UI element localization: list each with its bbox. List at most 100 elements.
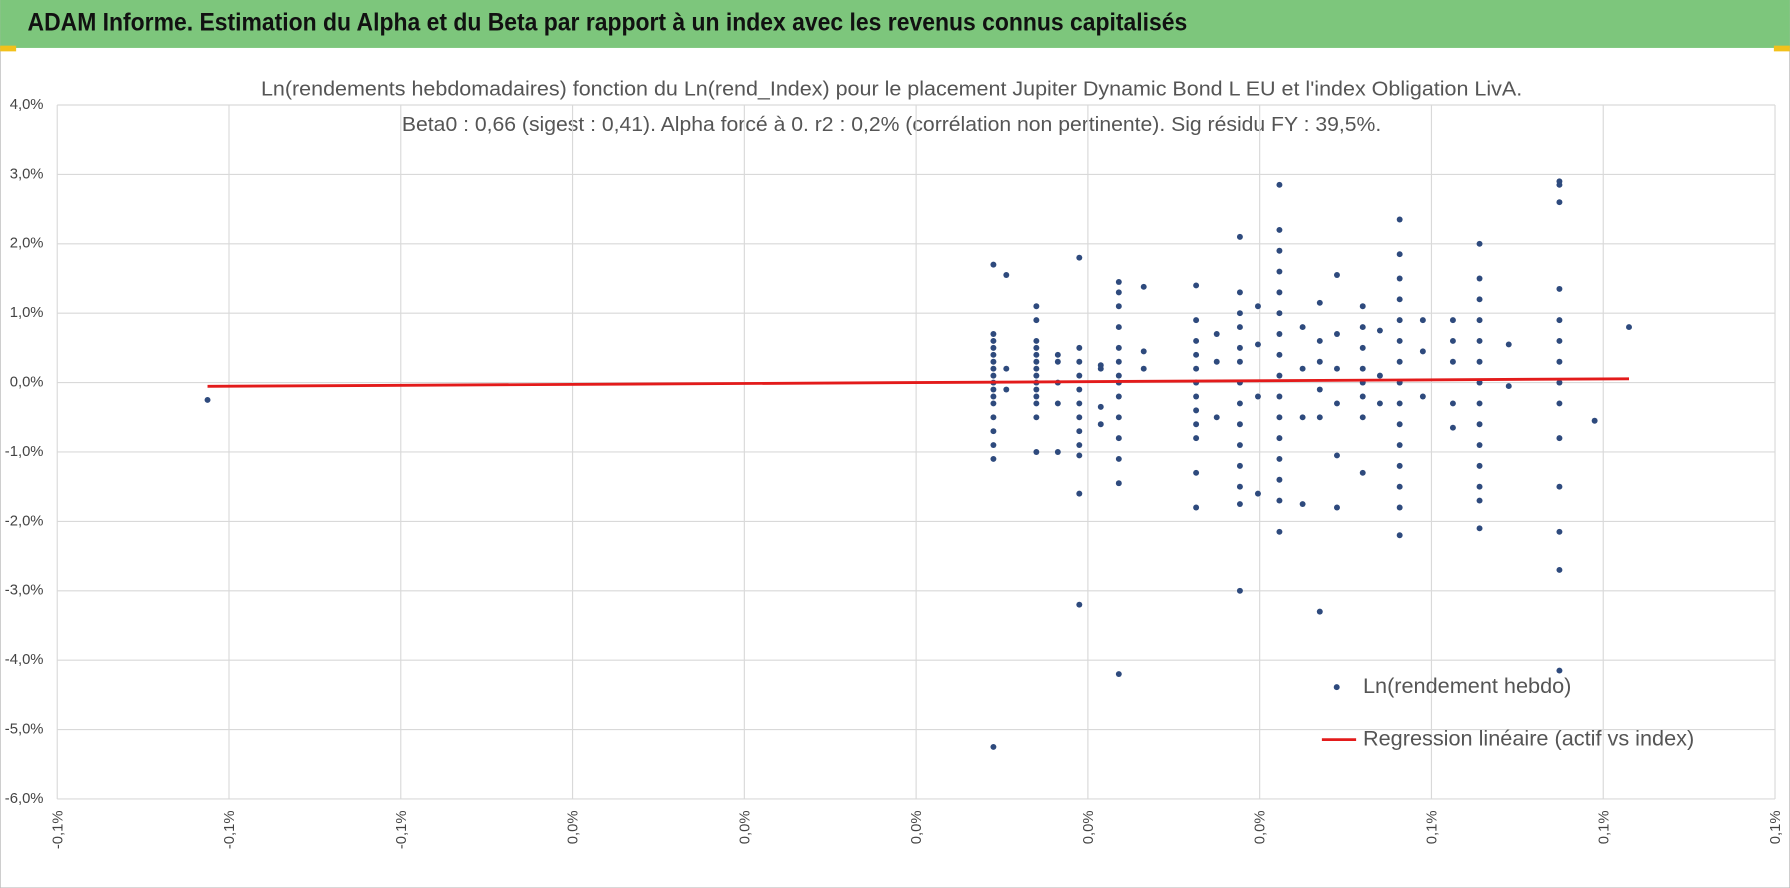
point xyxy=(1054,351,1061,358)
point xyxy=(1276,528,1283,535)
point xyxy=(1097,421,1104,428)
point xyxy=(1236,587,1243,594)
y-tick-label: -1,0% xyxy=(5,444,44,460)
point xyxy=(1193,393,1200,400)
point xyxy=(1276,372,1283,379)
point xyxy=(1097,403,1104,410)
point xyxy=(1254,393,1261,400)
point xyxy=(990,358,997,365)
point xyxy=(1276,476,1283,483)
point xyxy=(1236,310,1243,317)
point xyxy=(990,400,997,407)
point xyxy=(1334,452,1340,459)
point xyxy=(1097,362,1104,369)
point xyxy=(1334,400,1340,407)
point xyxy=(1276,414,1283,421)
point xyxy=(1476,275,1483,282)
point xyxy=(1476,337,1483,344)
x-tick-label: 0,0% xyxy=(1081,810,1097,844)
point xyxy=(1115,435,1122,442)
chart-subtitle: Beta0 : 0,66 (sigest : 0,41). Alpha forc… xyxy=(402,113,1381,136)
point xyxy=(1359,469,1366,476)
x-tick-label: 0,0% xyxy=(1253,810,1269,844)
point xyxy=(1115,480,1122,487)
point xyxy=(1033,317,1040,324)
point xyxy=(1476,240,1483,247)
y-tick-label: 4,0% xyxy=(10,97,44,113)
point xyxy=(1396,483,1403,490)
point xyxy=(1359,344,1366,351)
point xyxy=(1276,351,1283,358)
point xyxy=(1076,490,1083,497)
point xyxy=(1476,483,1483,490)
point xyxy=(1003,386,1010,393)
point xyxy=(1556,199,1563,206)
point xyxy=(1033,449,1040,455)
point xyxy=(1076,452,1083,459)
point xyxy=(1556,379,1563,386)
point xyxy=(1236,483,1243,490)
point xyxy=(1076,442,1083,449)
point xyxy=(204,396,211,403)
point xyxy=(1193,435,1200,442)
point xyxy=(1076,344,1083,351)
point xyxy=(1236,400,1243,407)
x-tick-label: -0,1% xyxy=(222,810,238,849)
point xyxy=(1419,317,1426,324)
point xyxy=(1556,337,1563,344)
point xyxy=(1276,455,1283,462)
point xyxy=(1033,414,1040,421)
point xyxy=(990,331,997,337)
point xyxy=(1316,414,1323,421)
point xyxy=(1276,247,1283,254)
point xyxy=(1396,462,1403,469)
point xyxy=(1115,455,1122,462)
point xyxy=(990,337,997,344)
point xyxy=(1476,400,1483,407)
point xyxy=(1359,365,1366,372)
point xyxy=(1299,365,1306,372)
point xyxy=(1054,449,1061,455)
point xyxy=(1476,379,1483,386)
point xyxy=(1476,317,1483,324)
point xyxy=(1376,327,1383,334)
point xyxy=(1396,216,1403,223)
point xyxy=(1054,358,1061,365)
point xyxy=(1396,400,1403,407)
point xyxy=(1213,358,1220,365)
point xyxy=(1276,497,1283,504)
point xyxy=(1476,525,1483,532)
y-tick-label: 3,0% xyxy=(10,166,44,182)
chart-title: Ln(rendements hebdomadaires) fonction du… xyxy=(261,78,1522,101)
point xyxy=(1334,272,1340,278)
point xyxy=(1376,400,1383,407)
legend-swatch xyxy=(1333,684,1340,691)
point xyxy=(1476,358,1483,365)
point xyxy=(1276,226,1283,233)
point xyxy=(1556,285,1563,292)
point xyxy=(1213,331,1220,337)
point xyxy=(1316,358,1323,365)
point xyxy=(1449,400,1456,407)
point xyxy=(1076,358,1083,365)
point xyxy=(1449,358,1456,365)
point xyxy=(1276,310,1283,317)
y-tick-label: 0,0% xyxy=(10,375,44,391)
point xyxy=(1556,483,1563,490)
point xyxy=(1419,393,1426,400)
point xyxy=(1396,358,1403,365)
point xyxy=(1076,428,1083,435)
point xyxy=(1626,324,1632,331)
point xyxy=(1076,601,1083,608)
point xyxy=(1236,442,1243,449)
point xyxy=(1236,462,1243,469)
point xyxy=(1193,337,1200,344)
point xyxy=(990,261,997,268)
point xyxy=(1033,393,1040,400)
point xyxy=(1033,365,1040,372)
point xyxy=(1236,289,1243,296)
point xyxy=(1376,372,1383,379)
point xyxy=(1140,283,1147,290)
point xyxy=(1193,317,1200,324)
